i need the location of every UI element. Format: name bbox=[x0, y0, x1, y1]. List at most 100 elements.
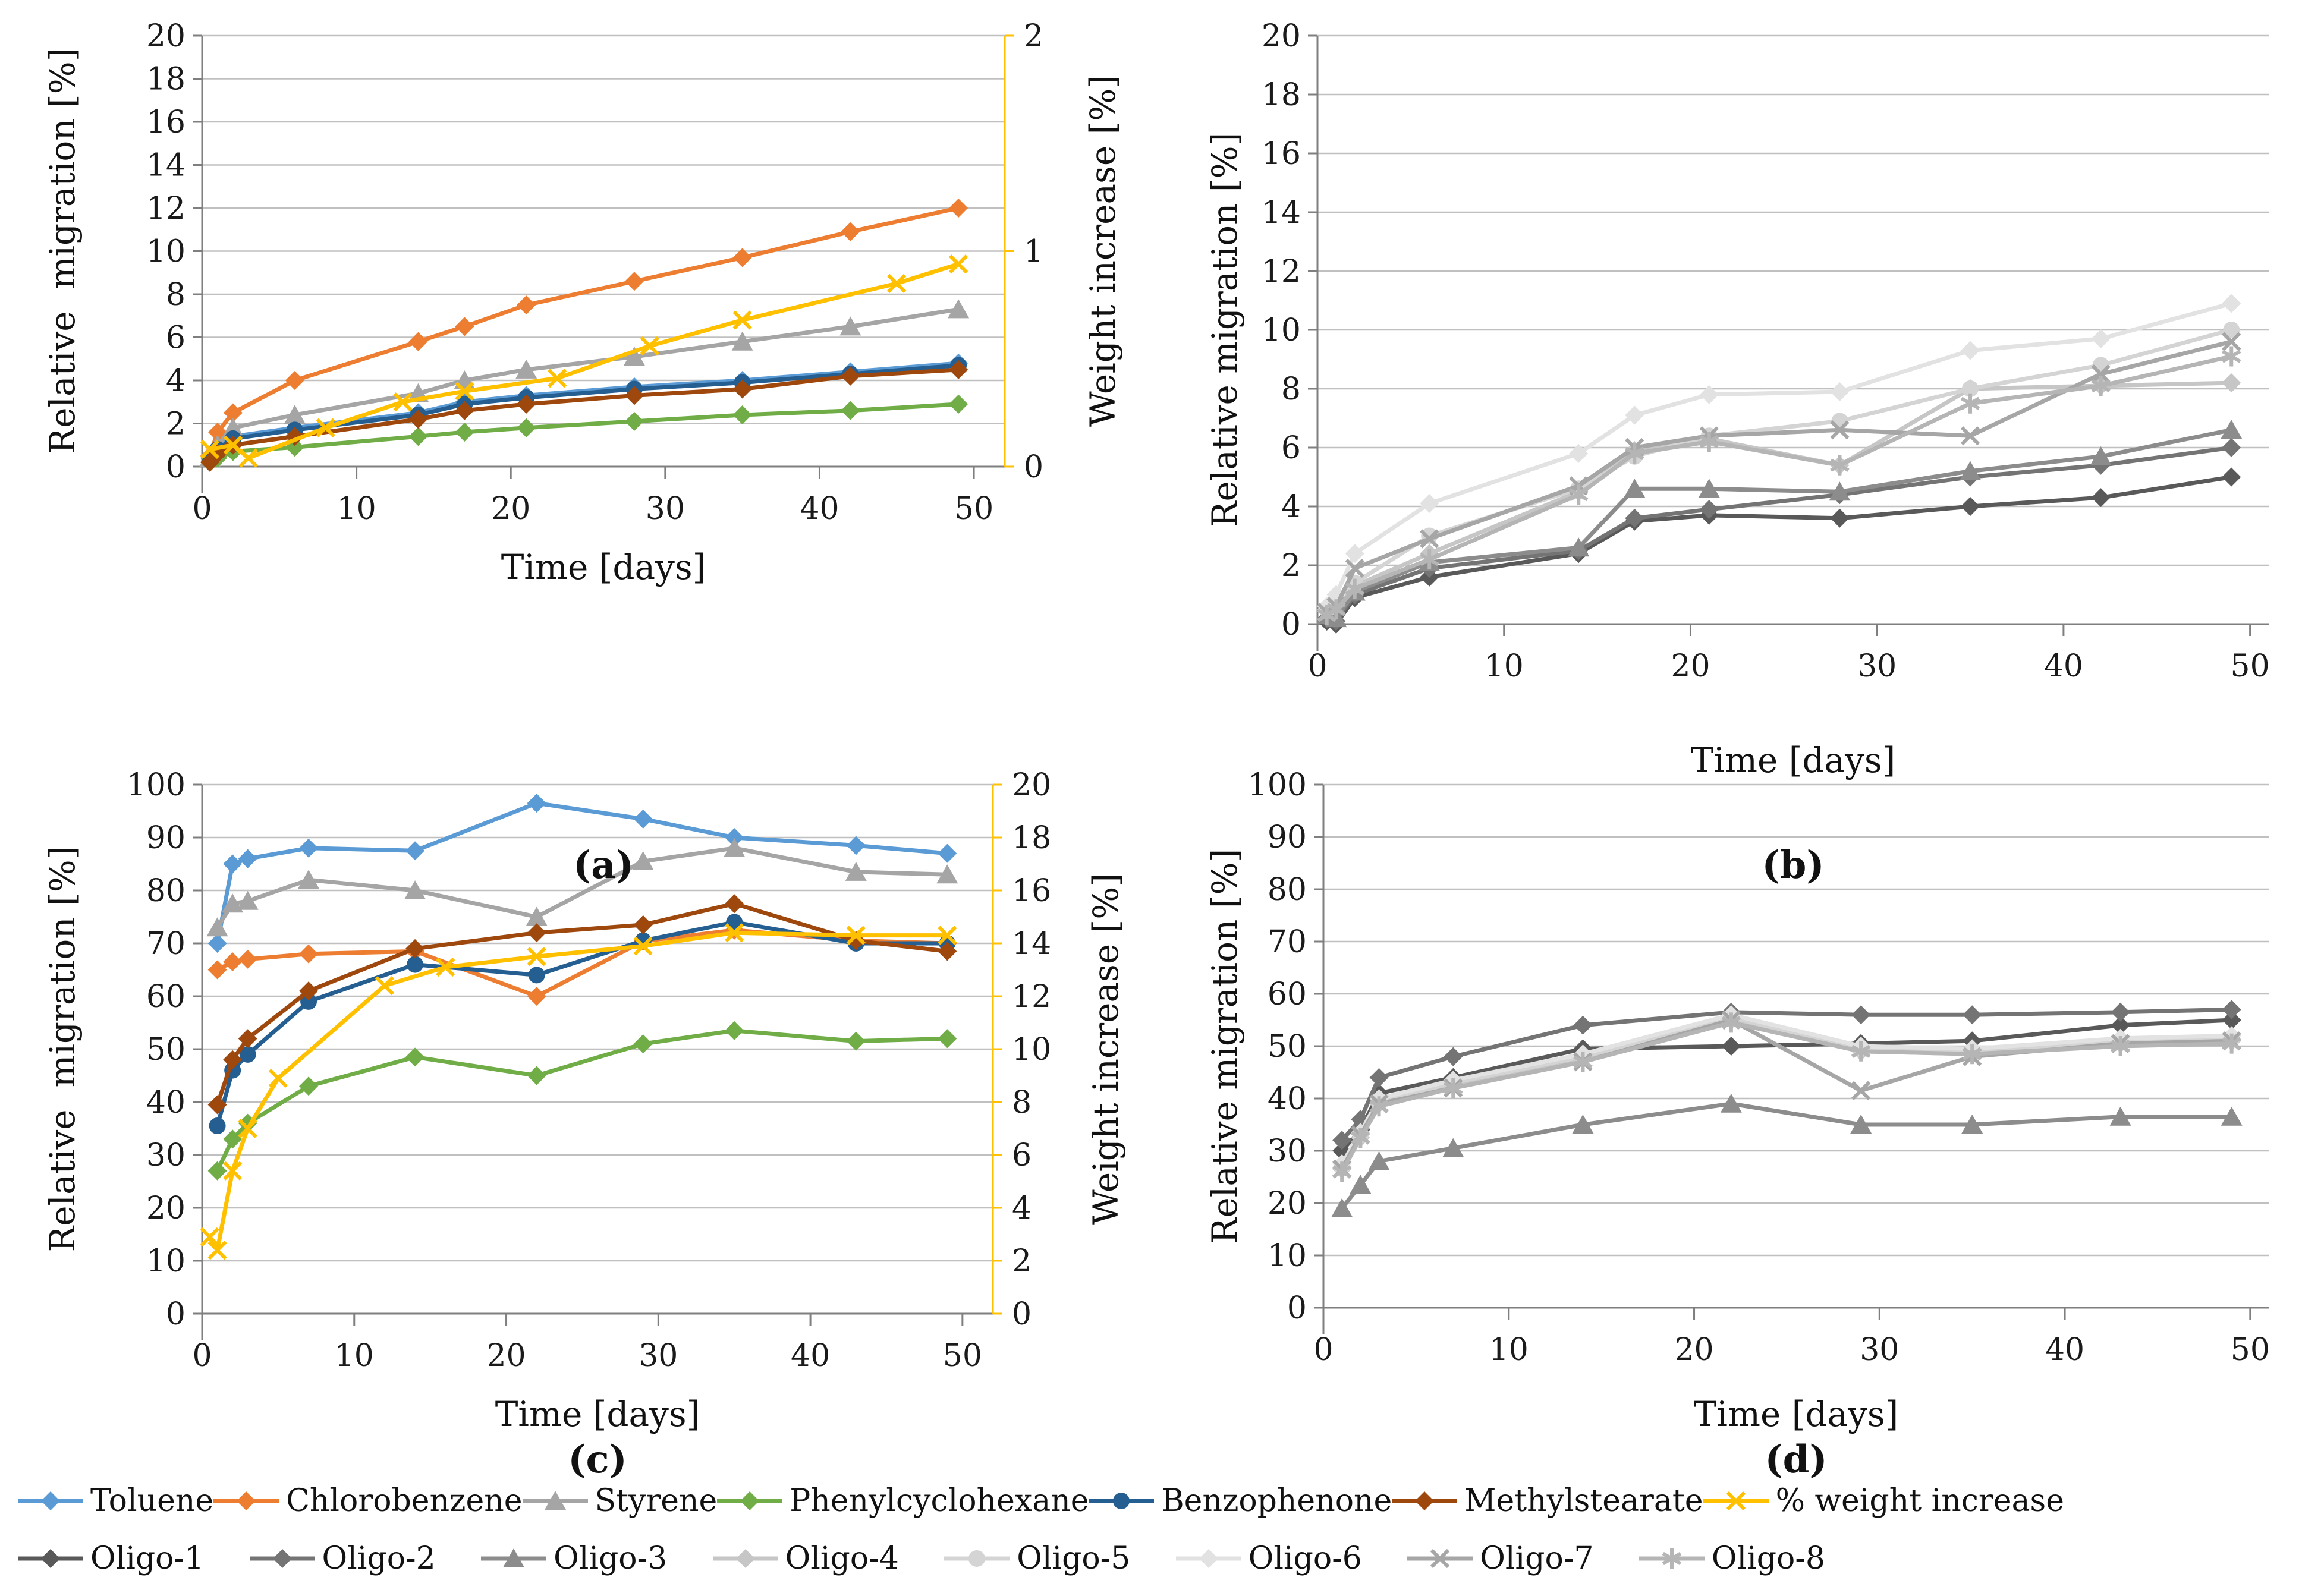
legend-label: % weight increase bbox=[1775, 1483, 2064, 1519]
svg-text:6: 6 bbox=[1012, 1138, 1032, 1173]
diamond-marker-icon bbox=[213, 1491, 279, 1510]
diamond-marker-icon bbox=[18, 1491, 83, 1510]
svg-text:16: 16 bbox=[146, 105, 185, 140]
svg-text:0: 0 bbox=[1281, 607, 1301, 643]
legend-label: Chlorobenzene bbox=[286, 1483, 523, 1519]
legend-label: Oligo-4 bbox=[785, 1541, 899, 1576]
svg-text:20: 20 bbox=[146, 18, 185, 54]
panel-caption-c: (c) bbox=[568, 1437, 627, 1482]
svg-text:16: 16 bbox=[1012, 873, 1051, 909]
svg-text:30: 30 bbox=[639, 1338, 678, 1374]
legend-item-oligo-1: Oligo-1 bbox=[18, 1541, 204, 1576]
svg-text:18: 18 bbox=[146, 62, 185, 97]
svg-text:20: 20 bbox=[1671, 649, 1710, 684]
svg-text:50: 50 bbox=[2231, 649, 2270, 684]
svg-text:40: 40 bbox=[2045, 1332, 2084, 1368]
svg-text:10: 10 bbox=[1012, 1032, 1051, 1068]
svg-text:16: 16 bbox=[1262, 136, 1301, 172]
legend-item-chlorobenzene: Chlorobenzene bbox=[213, 1483, 523, 1519]
chart-b-x-axis-label: Time [days] bbox=[1690, 740, 1896, 780]
svg-text:80: 80 bbox=[1268, 872, 1307, 908]
svg-text:14: 14 bbox=[146, 148, 185, 184]
panel-caption-b: (b) bbox=[1762, 843, 1825, 887]
svg-text:2: 2 bbox=[1024, 18, 1043, 54]
svg-text:2: 2 bbox=[1012, 1244, 1032, 1279]
svg-text:10: 10 bbox=[335, 1338, 374, 1374]
svg-text:4: 4 bbox=[166, 363, 185, 399]
svg-text:20: 20 bbox=[491, 491, 530, 527]
svg-text:6: 6 bbox=[1281, 430, 1301, 466]
svg-text:40: 40 bbox=[1268, 1081, 1307, 1117]
x-marker-icon bbox=[1703, 1491, 1769, 1511]
svg-text:6: 6 bbox=[166, 320, 185, 356]
triangle-marker-icon bbox=[481, 1548, 547, 1567]
legend-item-phenylcyclohexane: Phenylcyclohexane bbox=[717, 1483, 1089, 1519]
svg-text:50: 50 bbox=[943, 1338, 982, 1374]
svg-text:0: 0 bbox=[192, 1338, 212, 1374]
chart-a-y-axis-label: Relative migration [%] bbox=[42, 48, 83, 454]
svg-text:12: 12 bbox=[146, 191, 185, 226]
asterisk-marker-icon bbox=[1639, 1548, 1705, 1569]
svg-text:30: 30 bbox=[1860, 1332, 1899, 1368]
svg-text:2: 2 bbox=[166, 407, 185, 442]
svg-text:90: 90 bbox=[146, 820, 185, 856]
triangle-marker-icon bbox=[522, 1491, 588, 1510]
legend-item-oligo-4: Oligo-4 bbox=[712, 1541, 899, 1576]
svg-text:14: 14 bbox=[1262, 195, 1301, 231]
legend-label: Oligo-8 bbox=[1711, 1541, 1825, 1576]
legend-item-oligo-8: Oligo-8 bbox=[1639, 1541, 1825, 1576]
chart-d: 0 10 20 30 40 50 60 70 80 90 100 0 10 20 30 40 50 bbox=[1248, 767, 2270, 1368]
legend-item-oligo-7: Oligo-7 bbox=[1407, 1541, 1593, 1576]
svg-text:10: 10 bbox=[1489, 1332, 1529, 1368]
legend-item-styrene: Styrene bbox=[522, 1483, 718, 1519]
svg-text:30: 30 bbox=[146, 1138, 185, 1173]
legend-row-oligomers: Oligo-1 Oligo-2 Oligo-3 Oligo-4 Oligo-5 Oligo… bbox=[18, 1541, 1825, 1576]
legend-row-substances: Toluene Chlorobenzene Styrene Phenylcyclohe… bbox=[18, 1483, 2064, 1519]
diamond-marker-icon bbox=[18, 1549, 83, 1568]
svg-text:10: 10 bbox=[1262, 313, 1301, 348]
svg-text:0: 0 bbox=[1313, 1332, 1333, 1368]
chart-a-x-axis-label: Time [days] bbox=[501, 547, 706, 587]
legend-label: Oligo-5 bbox=[1017, 1541, 1131, 1576]
svg-text:0: 0 bbox=[1287, 1290, 1307, 1326]
legend-label: Methylstearate bbox=[1464, 1483, 1703, 1519]
svg-text:40: 40 bbox=[791, 1338, 830, 1374]
svg-text:4: 4 bbox=[1012, 1191, 1032, 1226]
svg-text:80: 80 bbox=[146, 873, 185, 909]
legend-label: Oligo-7 bbox=[1480, 1541, 1594, 1576]
panel-caption-a: (a) bbox=[573, 843, 634, 887]
svg-text:0: 0 bbox=[166, 1296, 185, 1332]
svg-text:12: 12 bbox=[1262, 254, 1301, 289]
legend-item-oligo-5: Oligo-5 bbox=[944, 1541, 1130, 1576]
legend-item-benzophenone: Benzophenone bbox=[1089, 1483, 1392, 1519]
svg-text:18: 18 bbox=[1262, 77, 1301, 113]
svg-text:0: 0 bbox=[192, 491, 212, 527]
legend-item-oligo-3: Oligo-3 bbox=[481, 1541, 667, 1576]
svg-text:18: 18 bbox=[1012, 820, 1051, 856]
svg-text:60: 60 bbox=[146, 979, 185, 1015]
circle-marker-icon bbox=[944, 1550, 1010, 1567]
svg-text:50: 50 bbox=[954, 491, 993, 527]
legend-label: Oligo-2 bbox=[322, 1541, 436, 1576]
panel-caption-d: (d) bbox=[1765, 1437, 1828, 1482]
svg-text:20: 20 bbox=[1268, 1186, 1307, 1222]
legend-label: Styrene bbox=[595, 1483, 718, 1519]
chart-c-y-axis-label: Relative migration [%] bbox=[42, 846, 83, 1252]
svg-text:40: 40 bbox=[800, 491, 839, 527]
chart-b: 0 2 4 6 8 10 12 14 16 18 20 0 10 20 30 40 50 bbox=[1262, 18, 2270, 684]
svg-text:10: 10 bbox=[1268, 1238, 1307, 1274]
chart-a-y2-axis-label: Weight increase [%] bbox=[1083, 75, 1123, 427]
svg-text:0: 0 bbox=[166, 449, 185, 485]
svg-text:14: 14 bbox=[1012, 926, 1051, 962]
legend-label: Benzophenone bbox=[1161, 1483, 1392, 1519]
svg-text:1: 1 bbox=[1024, 234, 1043, 270]
legend-item-oligo-6: Oligo-6 bbox=[1175, 1541, 1362, 1576]
svg-text:8: 8 bbox=[1012, 1085, 1032, 1120]
svg-text:20: 20 bbox=[1674, 1332, 1713, 1368]
svg-text:40: 40 bbox=[2044, 649, 2083, 684]
legend-item-methylstearate: Methylstearate bbox=[1392, 1483, 1703, 1519]
svg-text:100: 100 bbox=[127, 767, 185, 803]
svg-text:10: 10 bbox=[337, 491, 376, 527]
diamond-marker-icon bbox=[1392, 1491, 1458, 1510]
